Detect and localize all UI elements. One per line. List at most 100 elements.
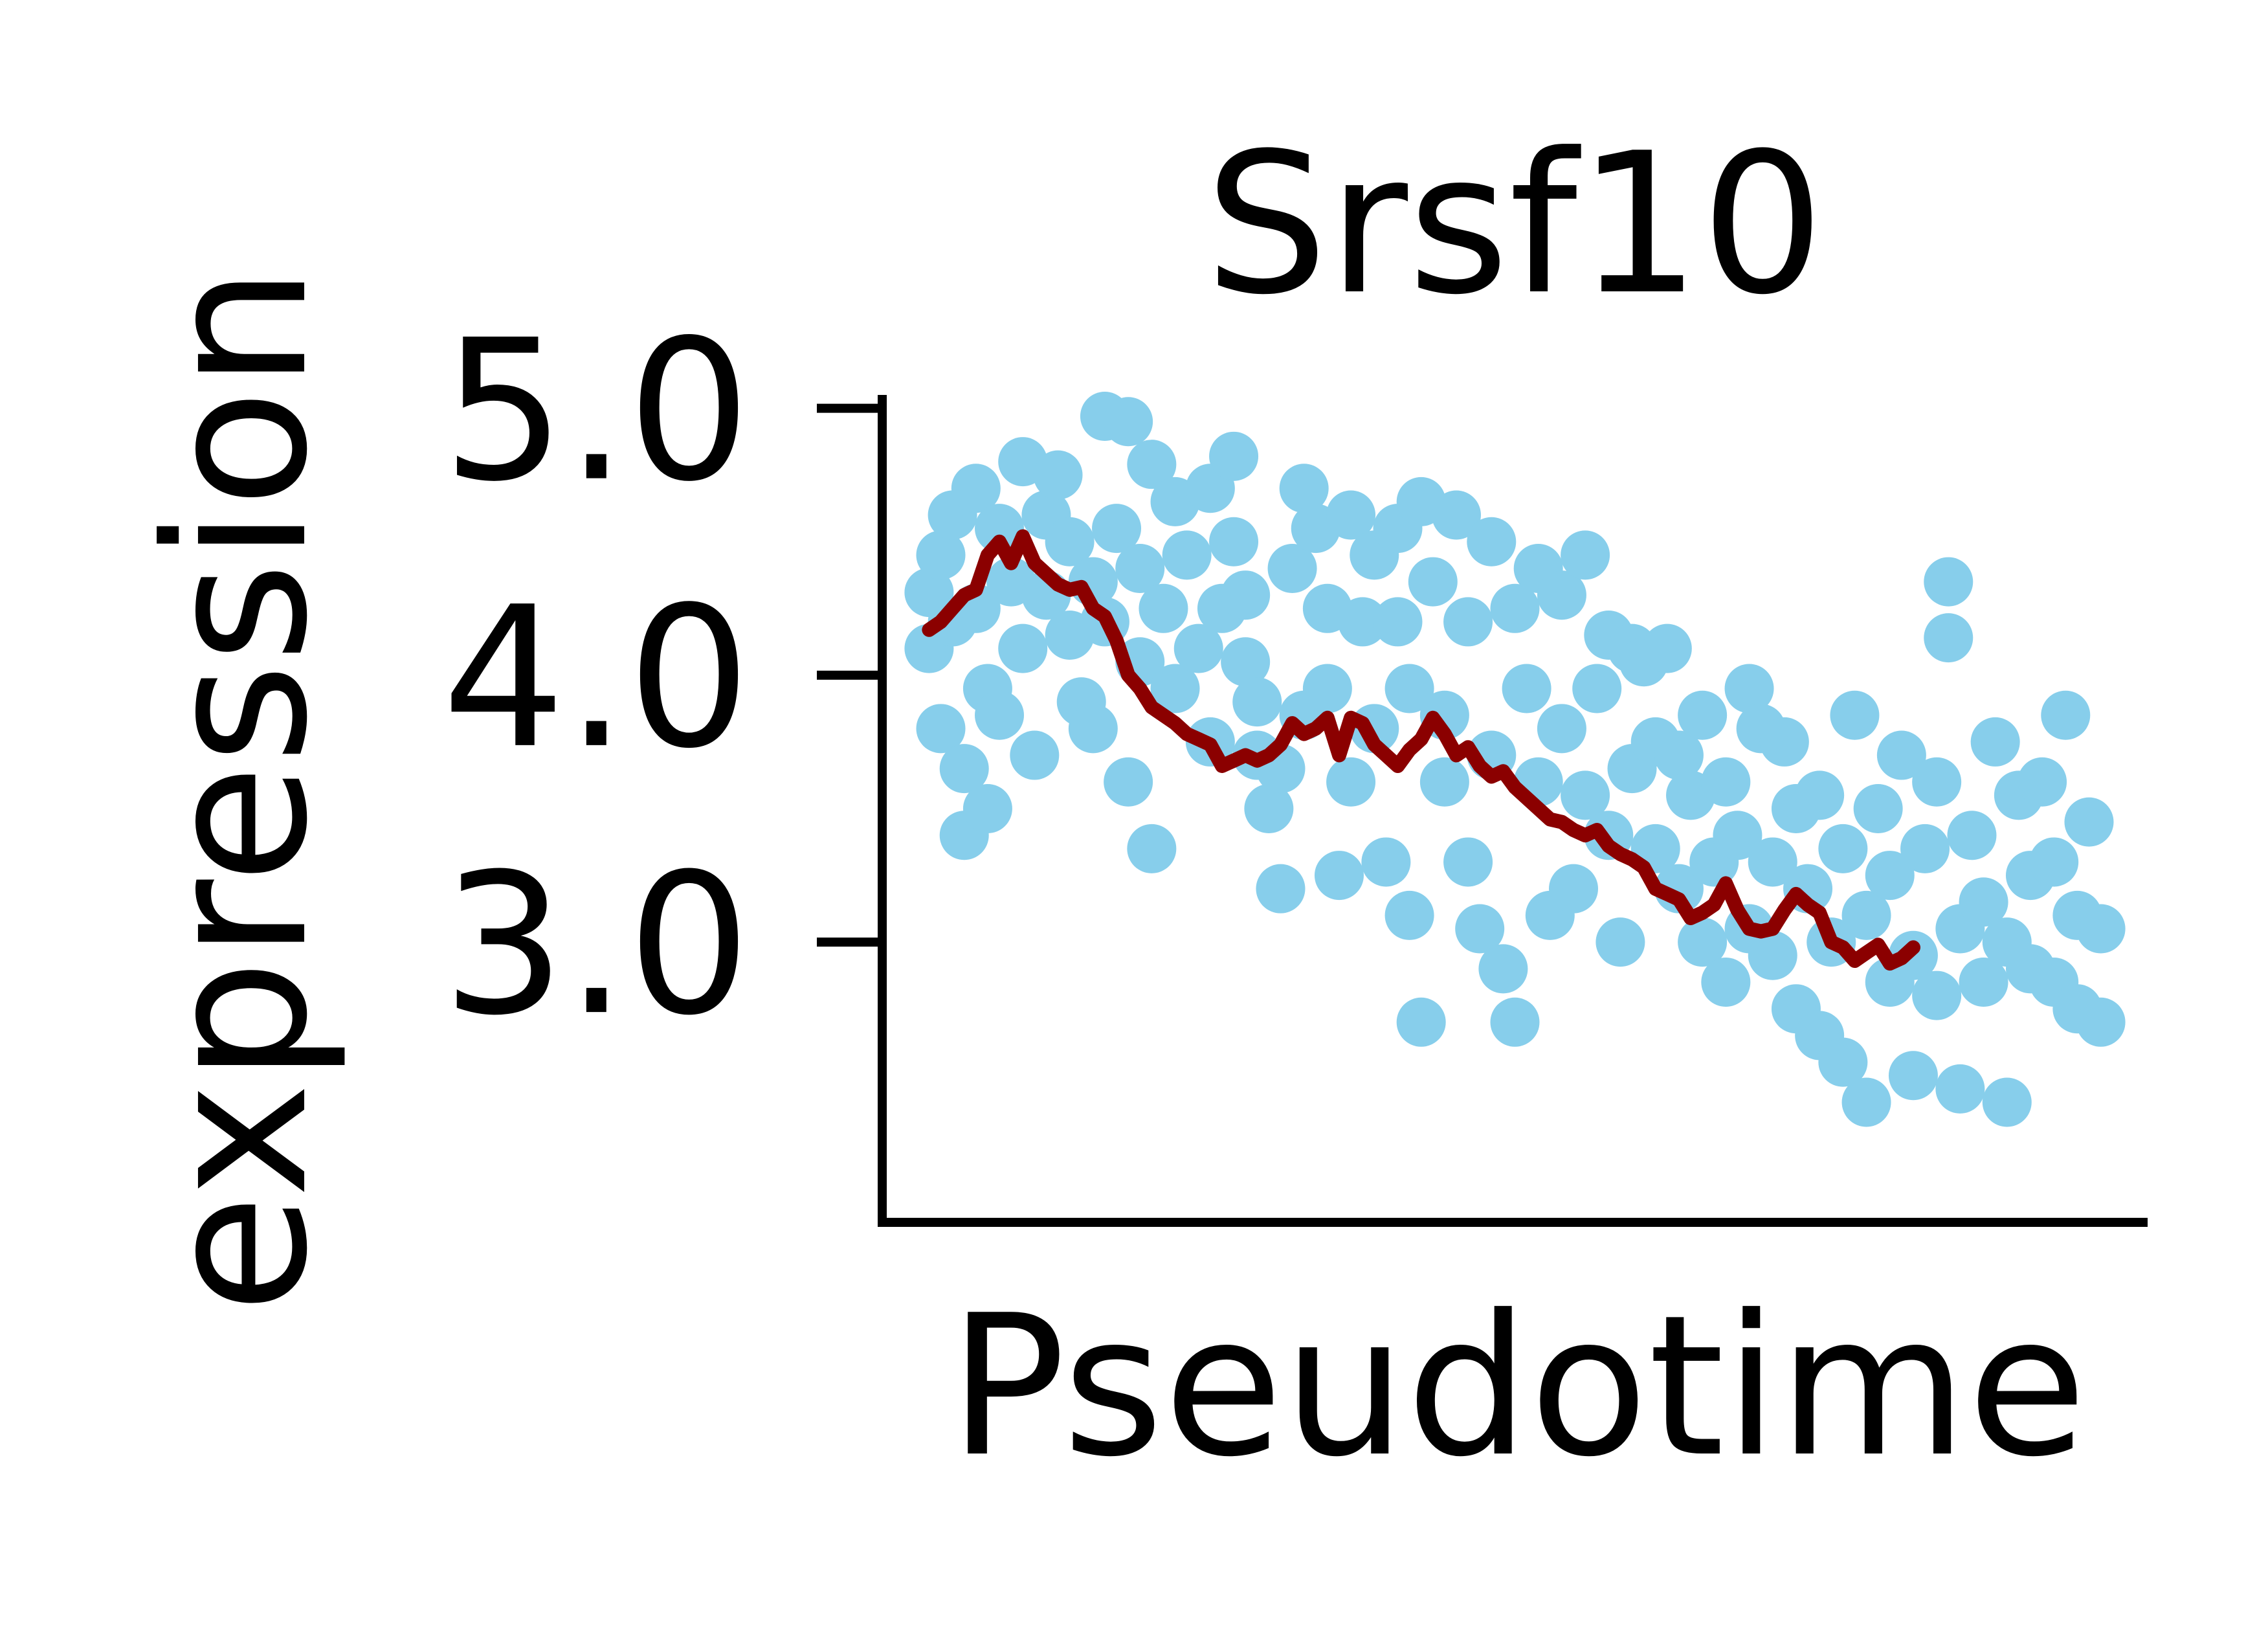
scatter-point <box>1876 730 1926 780</box>
scatter-point <box>1104 397 1153 447</box>
scatter-point <box>1139 583 1188 633</box>
scatter-point <box>939 744 989 794</box>
scatter-point <box>1888 1051 1938 1101</box>
scatter-point <box>1162 530 1212 580</box>
scatter-point <box>1549 864 1599 914</box>
scatter-point <box>1384 664 1434 713</box>
scatter-point <box>1595 917 1645 967</box>
scatter-point <box>1537 704 1586 754</box>
scatter-point <box>1724 664 1774 713</box>
scatter-point <box>1232 677 1282 727</box>
scatter-point <box>1419 757 1469 807</box>
scatter-point <box>1900 824 1950 873</box>
scatter-point <box>1572 664 1622 713</box>
scatter-point <box>1654 730 1704 780</box>
scatter-point <box>1912 971 1962 1020</box>
scatter-point <box>1795 770 1845 820</box>
scatter-point <box>1221 570 1271 620</box>
scatter-point <box>1959 957 2008 1007</box>
scatter-point <box>1490 997 1540 1047</box>
scatter-point <box>1431 490 1481 540</box>
scatter-point <box>2029 837 2079 887</box>
x-axis-label: Pseudotime <box>949 1274 2087 1499</box>
scatter-point <box>1443 837 1493 887</box>
scatter-point <box>2064 797 2114 847</box>
scatter-point <box>1033 450 1083 500</box>
scatter-point <box>975 504 1025 554</box>
chart-title: Srsf10 <box>1205 111 1824 337</box>
scatter-point <box>1326 490 1376 540</box>
scatter-point <box>1010 730 1060 780</box>
scatter-point <box>1173 623 1223 673</box>
scatter-point <box>1924 613 1973 663</box>
scatter-point <box>916 530 966 580</box>
scatter-point <box>2018 757 2067 807</box>
y-tick-group: 3.0 4.0 5.0 <box>442 298 882 1058</box>
scatter-point <box>1408 557 1458 607</box>
scatter-point <box>1467 517 1517 567</box>
scatter-point <box>1970 717 2020 767</box>
scatter-point <box>1244 784 1294 833</box>
scatter-point <box>1713 811 1762 860</box>
scatter-point <box>2076 904 2126 954</box>
scatter-point <box>951 464 1001 513</box>
scatter-point <box>1338 597 1388 647</box>
scatter-point <box>1314 851 1364 901</box>
scatter-point <box>1748 930 1797 980</box>
scatter-point <box>1982 1077 2032 1127</box>
scatter-points <box>904 391 2126 1127</box>
scatter-point <box>1841 890 1891 940</box>
scatter-point <box>1302 664 1352 713</box>
scatter-point <box>1502 664 1551 713</box>
scatter-point <box>1150 664 1200 713</box>
scatter-point <box>1279 464 1329 513</box>
scatter-point <box>1748 837 1797 887</box>
trend-line-group <box>922 529 1920 971</box>
scatter-point <box>1127 440 1177 489</box>
scatter-point <box>1853 784 1903 833</box>
scatter-point <box>2041 690 2091 740</box>
scatter-point <box>1326 757 1376 807</box>
scatter-point <box>1841 1077 1891 1127</box>
scatter-point <box>1947 811 1997 860</box>
scatter-point <box>1127 824 1177 873</box>
scatter-point <box>2076 997 2126 1047</box>
y-tick-label: 5.0 <box>442 298 751 524</box>
scatter-point <box>1256 864 1306 914</box>
scatter-point <box>1384 890 1434 940</box>
scatter-point <box>1068 704 1118 754</box>
scatter-point <box>1642 623 1692 673</box>
scatter-point <box>1209 517 1259 567</box>
scatter-point <box>1561 770 1610 820</box>
scatter-point <box>1267 543 1317 593</box>
scatter-point <box>1759 717 1809 767</box>
scatter-point <box>1701 957 1751 1007</box>
scatter-point <box>1537 570 1586 620</box>
scatter-point <box>1115 543 1165 593</box>
trend-line <box>922 529 1920 971</box>
scatter-point <box>1490 583 1540 633</box>
scatter-point <box>1865 851 1915 901</box>
scatter-point <box>1912 757 1962 807</box>
scatter-point <box>1373 597 1423 647</box>
scatter-point <box>1935 1064 1985 1114</box>
scatter-point <box>1092 504 1142 554</box>
scatter-point <box>1818 1037 1868 1087</box>
scatter-point <box>962 784 1012 833</box>
y-tick-label: 4.0 <box>442 565 751 791</box>
scatter-point <box>1830 690 1880 740</box>
scatter-point <box>1678 690 1728 740</box>
scatter-point <box>1209 431 1259 481</box>
scatter-point <box>1221 637 1271 687</box>
scatter-point <box>1701 757 1751 807</box>
scatter-point <box>1478 944 1528 994</box>
scatter-point <box>1455 904 1505 954</box>
y-tick-label: 3.0 <box>442 832 751 1058</box>
scatter-point <box>1959 877 2008 927</box>
scatter-point <box>998 623 1048 673</box>
scatter-point <box>1678 917 1728 967</box>
scatter-point <box>1924 557 1973 607</box>
scatter-point <box>1443 597 1493 647</box>
scatter-point <box>1818 824 1868 873</box>
